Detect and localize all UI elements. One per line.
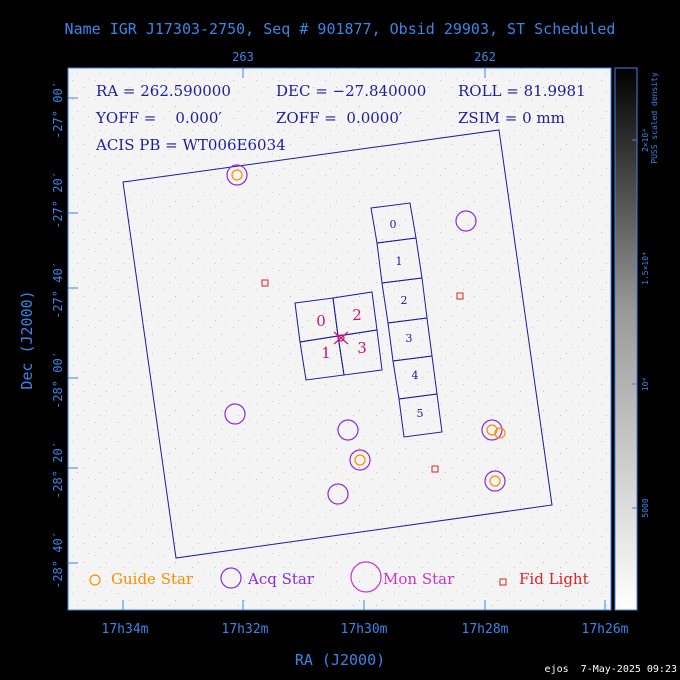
left-tick-label: -27° 20′: [51, 171, 65, 229]
colorbar-tick-label: 10⁴: [641, 377, 650, 391]
left-tick-label: -28° 00′: [51, 351, 65, 409]
bottom-tick-label: 17h26m: [582, 622, 629, 637]
guide-star: [489, 475, 501, 487]
footer-timestamp: ejos 7-May-2025 09:23: [545, 664, 677, 675]
info-zsim: ZSIM = 0 mm: [458, 109, 565, 127]
left-axis: [68, 97, 78, 564]
acq-star: [226, 164, 248, 186]
colorbar-tick-label: 2×10⁴: [641, 128, 650, 152]
acq-star: [484, 470, 506, 492]
legend-mon-symbol: [350, 561, 382, 593]
fid-light: [431, 465, 439, 473]
top-tick-label: 262: [474, 50, 496, 64]
acq-stars: [224, 164, 506, 505]
info-zoff: ZOFF = 0.0000′: [276, 109, 403, 127]
acis-s-chip-label: 5: [417, 407, 424, 420]
bottom-tick-label: 17h34m: [102, 622, 149, 637]
target-marker: [333, 331, 349, 345]
acq-star: [327, 483, 349, 505]
pointing-info: RA = 262.590000 DEC = −27.840000 ROLL = …: [95, 82, 586, 154]
acq-star: [349, 449, 371, 471]
fov-outline: [122, 129, 553, 559]
bottom-tick-label: 17h28m: [462, 622, 509, 637]
y-axis-label: Dec (J2000): [18, 290, 36, 389]
legend-guide-label: Guide Star: [111, 570, 194, 588]
fid-light: [456, 292, 464, 300]
top-tick-label: 263: [232, 50, 254, 64]
legend: Guide Star Acq Star Mon Star Fid Light: [89, 561, 589, 593]
guide-star: [494, 427, 506, 439]
colorbar-ticks: [632, 139, 637, 509]
acis-s-chip-label: 1: [396, 255, 403, 268]
fid-lights: [261, 279, 464, 473]
left-tick-label: -27° 40′: [51, 261, 65, 319]
left-tick-label: -28° 40′: [51, 531, 65, 589]
acq-star: [455, 210, 477, 232]
plot-title: Name IGR J17303-2750, Seq # 901877, Obsi…: [65, 20, 616, 38]
bottom-tick-label: 17h30m: [341, 622, 388, 637]
info-ra: RA = 262.590000: [96, 82, 231, 100]
fid-light: [261, 279, 269, 287]
guide-stars: [231, 169, 506, 487]
info-yoff: YOFF = 0.000′: [95, 109, 222, 127]
acq-star: [337, 419, 359, 441]
legend-fid-symbol: [499, 578, 507, 586]
left-tick-label: -27° 00′: [51, 81, 65, 139]
colorbar-tick-label: 5000: [641, 498, 650, 517]
legend-acq-label: Acq Star: [247, 570, 315, 588]
acis-i-chip-label: 2: [352, 306, 362, 324]
info-roll: ROLL = 81.9981: [458, 82, 586, 100]
acis-i-chip-label: 3: [357, 339, 367, 357]
legend-acq-symbol: [220, 567, 242, 589]
bottom-tick-label: 17h32m: [222, 622, 269, 637]
info-acis: ACIS PB = WT006E6034: [95, 136, 286, 154]
x-axis-label: RA (J2000): [295, 651, 385, 669]
acis-s-chip-label: 3: [406, 332, 413, 345]
acis-i-chip-label: 0: [316, 312, 326, 330]
acq-star: [481, 419, 503, 441]
acis-i-chip-label: 1: [321, 344, 331, 362]
guide-star: [486, 424, 498, 436]
guide-star: [231, 169, 243, 181]
guide-star: [354, 454, 366, 466]
colorbar-tick-label: 1.5×10⁴: [641, 251, 650, 285]
acis-s-chip-label: 2: [401, 294, 408, 307]
left-tick-label: -28° 20′: [51, 441, 65, 499]
acis-s-chip-label: 4: [412, 369, 419, 382]
acis-s-chip-label: 0: [390, 218, 397, 231]
acq-star: [224, 403, 246, 425]
bottom-axis: [122, 600, 606, 610]
legend-guide-symbol: [89, 574, 101, 586]
info-dec: DEC = −27.840000: [276, 82, 426, 100]
colorbar-label: PUSS scaled density: [650, 72, 659, 164]
legend-fid-label: Fid Light: [519, 570, 589, 588]
colorbar: [614, 67, 638, 611]
top-axis: [242, 68, 486, 78]
acis-s-array: [370, 202, 443, 438]
legend-mon-label: Mon Star: [383, 570, 455, 588]
